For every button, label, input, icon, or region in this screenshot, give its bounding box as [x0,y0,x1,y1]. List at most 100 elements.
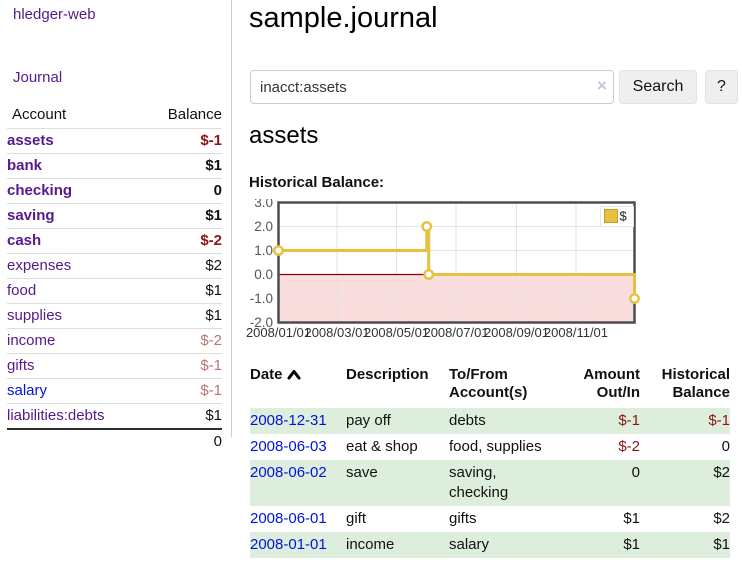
sidebar: hledger-web Journal Account Balance asse… [0,0,232,454]
account-link-salary[interactable]: salary [7,382,48,399]
sort-ascending-icon [287,370,301,380]
account-link-income[interactable]: income [7,332,56,349]
register-row: 2008-06-02 save saving, checking 0 $2 [250,460,730,506]
transaction-balance: $-1 [708,412,730,429]
transaction-balance: $2 [713,464,730,481]
transaction-amount: $1 [623,536,640,553]
account-link-saving[interactable]: saving [7,207,55,224]
account-row: expenses $2 [7,253,222,279]
transaction-balance: $1 [713,536,730,553]
svg-text:3.0: 3.0 [254,199,273,210]
register-row: 2008-01-01 income salary $1 $1 [250,532,730,558]
svg-text:2008/09/01: 2008/09/01 [484,325,549,340]
svg-text:0.0: 0.0 [254,267,273,282]
transaction-description: pay off [346,412,391,429]
search-button[interactable]: Search [619,70,697,104]
register-header-amount: Amount Out/In [583,366,640,401]
register-header-tofrom: To/From Account(s) [449,366,528,401]
app-brand-link[interactable]: hledger-web [13,6,96,23]
transaction-description: income [346,536,395,553]
transaction-date-link[interactable]: 2008-06-02 [250,464,327,481]
account-row: liabilities:debts $1 [7,403,222,429]
register-header-date[interactable]: Date [250,364,346,408]
transaction-date-link[interactable]: 2008-06-01 [250,510,327,527]
account-balance: $1 [147,203,222,229]
svg-text:2008/11/01: 2008/11/01 [544,325,608,340]
account-link-gifts[interactable]: gifts [7,357,35,374]
account-row: supplies $1 [7,303,222,329]
historical-balance-chart[interactable]: $3.0 2.0 1.0 0.0 -1.0 -2.02008/01/012008/03/0… [245,199,742,345]
account-link-expenses[interactable]: expenses [7,257,72,274]
transaction-accounts: food, supplies [449,438,542,455]
account-row: saving $1 [7,203,222,229]
transaction-amount: $1 [623,510,640,527]
account-link-liabilities-debts[interactable]: liabilities:debts [7,407,105,424]
register-header-description: Description [346,366,429,383]
transaction-accounts: gifts [449,510,477,527]
accounts-total-value: 0 [147,428,222,454]
svg-text:1.0: 1.0 [254,243,273,258]
transaction-accounts: saving, checking [449,464,509,501]
search-input[interactable] [250,70,614,104]
transaction-date-link[interactable]: 2008-12-31 [250,412,327,429]
page-title: sample.journal [249,2,438,34]
transaction-date-link[interactable]: 2008-06-03 [250,438,327,455]
transaction-description: save [346,464,378,481]
svg-text:2.0: 2.0 [254,219,273,234]
transaction-accounts: debts [449,412,486,429]
date-header-label: Date [250,366,283,383]
account-balance: $1 [147,403,222,429]
transaction-balance: $2 [713,510,730,527]
account-balance: $1 [147,303,222,329]
help-button[interactable]: ? [705,70,738,104]
sidebar-item-journal[interactable]: Journal [13,69,63,86]
svg-text:2008/01/01: 2008/01/01 [246,325,311,340]
transaction-description: gift [346,510,367,527]
account-balance: $2 [147,253,222,279]
account-row: checking 0 [7,178,222,204]
register-table: Date Description To/From Account(s) Amou… [250,364,730,558]
svg-text:$: $ [620,209,628,224]
account-balance: $1 [147,278,222,304]
transaction-description: eat & shop [346,438,418,455]
svg-text:2008/05/01: 2008/05/01 [364,325,429,340]
register-row: 2008-12-31 pay off debts $-1 $-1 [250,408,730,434]
transaction-amount: $-2 [618,438,640,455]
account-balance: $1 [147,153,222,179]
accounts-header-account: Account [12,106,67,123]
account-balance: $-1 [147,353,222,379]
account-link-assets[interactable]: assets [7,132,54,149]
svg-text:2008/07/01: 2008/07/01 [423,325,488,340]
account-link-supplies[interactable]: supplies [7,307,63,324]
account-balance: $-1 [147,378,222,404]
register-row: 2008-06-01 gift gifts $1 $2 [250,506,730,532]
svg-text:2008/03/01: 2008/03/01 [304,325,369,340]
svg-text:-2.0: -2.0 [250,315,273,330]
accounts-table: Account Balance assets $-1 bank $1 checkin… [7,103,222,454]
account-row: bank $1 [7,153,222,179]
account-row: food $1 [7,278,222,304]
transaction-amount: 0 [631,464,640,481]
account-link-checking[interactable]: checking [7,182,73,199]
account-row: gifts $-1 [7,353,222,379]
account-link-cash[interactable]: cash [7,232,42,249]
clear-search-icon[interactable]: × [597,76,607,95]
register-row: 2008-06-03 eat & shop food, supplies $-2… [250,434,730,460]
account-link-bank[interactable]: bank [7,157,43,174]
account-balance: $-2 [147,228,222,254]
accounts-header-balance: Balance [167,106,222,123]
account-balance: $-2 [147,328,222,354]
transaction-date-link[interactable]: 2008-01-01 [250,536,327,553]
transaction-amount: $-1 [618,412,640,429]
account-link-food[interactable]: food [7,282,37,299]
chart-title: Historical Balance: [249,174,385,191]
transaction-accounts: salary [449,536,490,553]
accounts-total-row: 0 [7,428,222,454]
register-header-balance: Historical Balance [661,366,730,401]
account-row: salary $-1 [7,378,222,404]
account-row: assets $-1 [7,128,222,154]
account-row: cash $-2 [7,228,222,254]
svg-text:-1.0: -1.0 [250,291,273,306]
transaction-balance: 0 [721,438,730,455]
account-heading: assets [249,122,319,149]
